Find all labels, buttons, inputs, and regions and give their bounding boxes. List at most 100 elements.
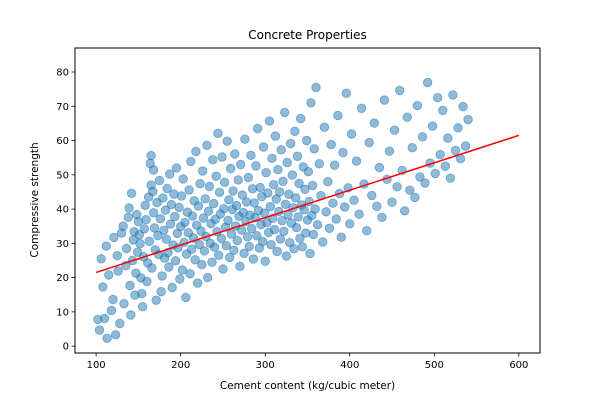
scatter-point-97	[186, 244, 197, 254]
scatter-point-254	[328, 198, 338, 208]
scatter-point-264	[345, 219, 355, 229]
scatter-point-265	[346, 129, 357, 139]
scatter-point-204	[277, 215, 287, 226]
scatter-point-10	[109, 232, 119, 243]
scatter-point-280	[384, 146, 395, 156]
scatter-point-134	[218, 264, 228, 274]
scatter-point-144	[226, 229, 237, 239]
scatter-point-112	[199, 246, 210, 256]
scatter-point-286	[400, 206, 410, 216]
scatter-point-20	[123, 212, 134, 223]
scatter-point-136	[219, 177, 230, 188]
y-tick-label-60: 60	[56, 136, 69, 147]
fit-line	[95, 134, 520, 274]
scatter-point-288	[405, 185, 415, 195]
scatter-point-235	[303, 166, 314, 177]
scatter-point-107	[195, 178, 205, 189]
scatter-point-48	[146, 150, 156, 161]
x-tick-label-100: 100	[87, 360, 106, 371]
scatter-point-71	[164, 169, 175, 179]
scatter-point-262	[341, 88, 352, 98]
scatter-point-104	[192, 278, 203, 288]
scatter-point-304	[445, 173, 456, 183]
scatter-point-240	[307, 180, 318, 191]
scatter-point-41	[141, 214, 151, 225]
scatter-point-143	[225, 163, 236, 174]
scatter-point-246	[314, 159, 325, 169]
scatter-point-139	[222, 136, 232, 146]
scatter-point-116	[202, 272, 213, 283]
scatter-point-221	[291, 222, 302, 233]
scatter-point-283	[392, 182, 402, 192]
scatter-point-275	[372, 201, 382, 212]
scatter-point-89	[180, 217, 190, 228]
scatter-point-290	[410, 192, 420, 203]
scatter-point-152	[233, 175, 243, 185]
scatter-point-202	[275, 234, 286, 244]
scatter-point-249	[319, 122, 330, 132]
points-layer	[93, 77, 473, 344]
scatter-point-170	[248, 254, 259, 264]
scatter-point-102	[191, 146, 201, 157]
scatter-point-55	[151, 295, 161, 305]
scatter-point-271	[362, 225, 372, 236]
scatter-point-226	[296, 113, 306, 124]
x-tick-label-300: 300	[256, 360, 275, 371]
scatter-point-267	[351, 156, 362, 166]
chart-title: Concrete Properties	[248, 28, 367, 42]
scatter-point-67	[161, 234, 172, 244]
scatter-point-106	[194, 239, 205, 250]
scatter-point-140	[223, 215, 233, 226]
scatter-point-310	[460, 141, 471, 151]
x-axis-ticks: 100 200 300 400 500 600	[87, 353, 528, 371]
scatter-point-196	[270, 131, 281, 141]
y-tick-label-20: 20	[56, 273, 69, 284]
y-tick-label-10: 10	[56, 307, 69, 318]
scatter-point-233	[302, 135, 312, 146]
scatter-point-303	[443, 133, 453, 143]
scatter-point-70	[164, 262, 174, 272]
scatter-point-293	[417, 132, 428, 142]
scatter-point-309	[458, 101, 468, 112]
scatter-point-64	[159, 225, 169, 236]
scatter-point-181	[258, 236, 268, 247]
scatter-point-257	[333, 110, 343, 121]
y-tick-label-50: 50	[56, 170, 69, 181]
y-tick-label-0: 0	[63, 342, 69, 353]
scatter-point-62	[157, 271, 167, 281]
x-tick-label-400: 400	[340, 360, 359, 371]
scatter-point-276	[374, 162, 385, 173]
scatter-point-147	[229, 245, 239, 255]
scatter-point-72	[165, 219, 176, 229]
x-tick-label-200: 200	[171, 360, 190, 371]
scatter-point-266	[349, 195, 359, 205]
scatter-point-78	[170, 256, 181, 266]
scatter-point-268	[354, 209, 364, 219]
scatter-point-294	[420, 178, 430, 188]
scatter-point-40	[140, 200, 150, 211]
scatter-point-8	[106, 305, 117, 316]
scatter-point-301	[438, 105, 448, 116]
scatter-point-82	[174, 202, 184, 213]
scatter-point-130	[214, 187, 225, 198]
scatter-point-17	[119, 299, 129, 309]
scatter-point-68	[162, 183, 172, 194]
scatter-point-174	[252, 231, 262, 241]
scatter-point-150	[231, 200, 242, 211]
scatter-point-184	[260, 256, 270, 266]
scatter-point-133	[217, 152, 227, 162]
y-axis-label: Compressive strength	[29, 142, 41, 257]
scatter-point-237	[305, 248, 315, 259]
scatter-point-291	[412, 100, 423, 111]
scatter-point-311	[463, 114, 473, 125]
scatter-point-305	[448, 90, 458, 100]
scatter-point-135	[219, 203, 229, 214]
scatter-point-155	[235, 159, 246, 170]
scatter-point-292	[415, 172, 425, 182]
scatter-point-16	[118, 221, 128, 231]
scatter-point-306	[450, 145, 461, 156]
scatter-point-192	[267, 153, 277, 164]
scatter-point-238	[306, 98, 316, 108]
scatter-point-132	[216, 233, 227, 244]
scatter-point-241	[308, 229, 319, 240]
